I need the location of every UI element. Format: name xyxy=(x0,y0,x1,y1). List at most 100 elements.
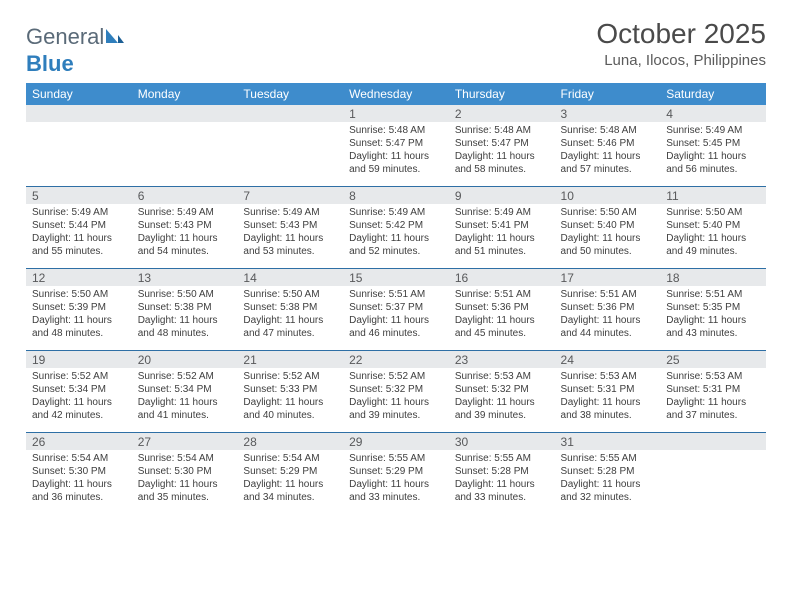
calendar-week: 12Sunrise: 5:50 AMSunset: 5:39 PMDayligh… xyxy=(26,269,766,351)
day-line: Sunset: 5:40 PM xyxy=(666,220,740,231)
day-content: Sunrise: 5:49 AM Sunset: 5:43 PM Daylight:… xyxy=(237,204,343,268)
day-line: Daylight: 11 hours and 56 minutes. xyxy=(666,151,746,175)
day-line: Sunrise: 5:54 AM xyxy=(243,453,319,464)
day-number: 6 xyxy=(132,187,238,204)
day-content: Sunrise: 5:52 AMSunset: 5:32 PMDaylight:… xyxy=(343,368,449,432)
day-header: Wednesday xyxy=(343,83,449,105)
day-line: Sunset: 5:43 PM xyxy=(243,220,317,231)
day-line: Daylight: 11 hours and 45 minutes. xyxy=(455,315,535,339)
day-number: 16 xyxy=(449,269,555,286)
day-content: Sunrise: 5:53 AMSunset: 5:31 PMDaylight:… xyxy=(660,368,766,432)
day-line: Sunset: 5:30 PM xyxy=(32,466,106,477)
day-number: 18 xyxy=(660,269,766,286)
day-content xyxy=(660,450,766,514)
calendar-body: 1Sunrise: 5:48 AMSunset: 5:47 PMDaylight… xyxy=(26,105,766,514)
day-line: Daylight: 11 hours and 55 minutes. xyxy=(32,233,112,257)
calendar-cell: 5Sunrise: 5:49 AMSunset: 5:44 PMDaylight… xyxy=(26,187,132,269)
calendar-table: SundayMondayTuesdayWednesdayThursdayFrid… xyxy=(26,83,766,514)
day-number: 17 xyxy=(555,269,661,286)
day-line: Sunset: 5:32 PM xyxy=(349,384,423,395)
calendar-cell xyxy=(660,433,766,515)
day-number xyxy=(660,433,766,450)
day-number: 26 xyxy=(26,433,132,450)
day-line: Sunrise: 5:55 AM xyxy=(561,453,637,464)
calendar-cell: 2Sunrise: 5:48 AMSunset: 5:47 PMDaylight… xyxy=(449,105,555,187)
day-line: Daylight: 11 hours and 37 minutes. xyxy=(666,397,746,421)
day-line: Sunrise: 5:53 AM xyxy=(455,371,531,382)
day-number: 4 xyxy=(660,105,766,122)
location-label: Luna, Ilocos, Philippines xyxy=(596,52,766,69)
day-content: Sunrise: 5:52 AMSunset: 5:34 PMDaylight:… xyxy=(132,368,238,432)
calendar-week: 26 Sunrise: 5:54 AM Sunset: 5:30 PM Dayligh… xyxy=(26,433,766,515)
calendar-head: SundayMondayTuesdayWednesdayThursdayFrid… xyxy=(26,83,766,105)
day-content xyxy=(132,122,238,186)
day-line: Sunset: 5:30 PM xyxy=(138,466,212,477)
day-line: Sunrise: 5:51 AM xyxy=(561,289,637,300)
day-line: Sunrise: 5:48 AM xyxy=(455,125,531,136)
day-line: Sunrise: 5:52 AM xyxy=(32,371,108,382)
day-line: Daylight: 11 hours and 40 minutes. xyxy=(243,397,323,421)
day-number: 13 xyxy=(132,269,238,286)
day-header: Monday xyxy=(132,83,238,105)
day-line: Sunset: 5:37 PM xyxy=(349,302,423,313)
day-line: Daylight: 11 hours and 59 minutes. xyxy=(349,151,429,175)
calendar-cell: 9Sunrise: 5:49 AMSunset: 5:41 PMDaylight… xyxy=(449,187,555,269)
day-line: Daylight: 11 hours and 50 minutes. xyxy=(561,233,641,257)
calendar-cell: 7 Sunrise: 5:49 AM Sunset: 5:43 PM Daylight… xyxy=(237,187,343,269)
day-header: Sunday xyxy=(26,83,132,105)
day-line: Sunset: 5:35 PM xyxy=(666,302,740,313)
day-line: Sunrise: 5:54 AM xyxy=(32,453,108,464)
calendar-cell xyxy=(132,105,238,187)
day-line: Sunset: 5:43 PM xyxy=(138,220,212,231)
calendar-cell: 3Sunrise: 5:48 AMSunset: 5:46 PMDaylight… xyxy=(555,105,661,187)
calendar-cell: 28Sunrise: 5:54 AMSunset: 5:29 PMDayligh… xyxy=(237,433,343,515)
header: GeneralBlue October 2025 Luna, Ilocos, P… xyxy=(26,18,766,77)
day-content xyxy=(26,122,132,186)
day-number: 29 xyxy=(343,433,449,450)
calendar-cell: 13Sunrise: 5:50 AMSunset: 5:38 PMDayligh… xyxy=(132,269,238,351)
day-content: Sunrise: 5:49 AMSunset: 5:45 PMDaylight:… xyxy=(660,122,766,186)
day-line: Daylight: 11 hours and 48 minutes. xyxy=(32,315,112,339)
day-line: Sunset: 5:31 PM xyxy=(666,384,740,395)
day-line: Sunrise: 5:55 AM xyxy=(349,453,425,464)
sail-icon xyxy=(104,25,126,51)
day-number: 31 xyxy=(555,433,661,450)
day-content: Sunrise: 5:48 AMSunset: 5:46 PMDaylight:… xyxy=(555,122,661,186)
day-number: 28 xyxy=(237,433,343,450)
day-line: Sunrise: 5:48 AM xyxy=(561,125,637,136)
day-number xyxy=(132,105,238,122)
calendar-cell: 25Sunrise: 5:53 AMSunset: 5:31 PMDayligh… xyxy=(660,351,766,433)
day-line: Sunrise: 5:50 AM xyxy=(32,289,108,300)
day-number: 5 xyxy=(26,187,132,204)
day-line: Sunset: 5:36 PM xyxy=(561,302,635,313)
day-line: Daylight: 11 hours and 53 minutes. xyxy=(243,233,323,257)
calendar-cell: 11Sunrise: 5:50 AMSunset: 5:40 PMDayligh… xyxy=(660,187,766,269)
day-line: Sunrise: 5:49 AM xyxy=(243,207,319,218)
day-number: 22 xyxy=(343,351,449,368)
day-number: 7 xyxy=(237,187,343,204)
day-content: Sunrise: 5:51 AMSunset: 5:37 PMDaylight:… xyxy=(343,286,449,350)
calendar-cell: 27Sunrise: 5:54 AMSunset: 5:30 PMDayligh… xyxy=(132,433,238,515)
calendar-cell: 23Sunrise: 5:53 AMSunset: 5:32 PMDayligh… xyxy=(449,351,555,433)
calendar-cell: 24Sunrise: 5:53 AMSunset: 5:31 PMDayligh… xyxy=(555,351,661,433)
day-line: Sunrise: 5:51 AM xyxy=(455,289,531,300)
day-line: Daylight: 11 hours and 58 minutes. xyxy=(455,151,535,175)
calendar-cell: 30Sunrise: 5:55 AMSunset: 5:28 PMDayligh… xyxy=(449,433,555,515)
day-line: Sunset: 5:29 PM xyxy=(349,466,423,477)
day-number: 21 xyxy=(237,351,343,368)
day-line: Daylight: 11 hours and 47 minutes. xyxy=(243,315,323,339)
day-line: Sunrise: 5:54 AM xyxy=(138,453,214,464)
calendar-cell: 26 Sunrise: 5:54 AM Sunset: 5:30 PM Dayligh… xyxy=(26,433,132,515)
calendar-cell: 15Sunrise: 5:51 AMSunset: 5:37 PMDayligh… xyxy=(343,269,449,351)
day-content: Sunrise: 5:50 AMSunset: 5:38 PMDaylight:… xyxy=(132,286,238,350)
day-line: Sunset: 5:36 PM xyxy=(455,302,529,313)
day-content: Sunrise: 5:52 AMSunset: 5:33 PMDaylight:… xyxy=(237,368,343,432)
day-number: 23 xyxy=(449,351,555,368)
day-number xyxy=(26,105,132,122)
calendar-cell: 10Sunrise: 5:50 AMSunset: 5:40 PMDayligh… xyxy=(555,187,661,269)
day-line: Daylight: 11 hours and 36 minutes. xyxy=(32,479,112,503)
day-number: 12 xyxy=(26,269,132,286)
logo-text: GeneralBlue xyxy=(26,24,126,77)
day-content: Sunrise: 5:48 AMSunset: 5:47 PMDaylight:… xyxy=(449,122,555,186)
calendar-cell: 22Sunrise: 5:52 AMSunset: 5:32 PMDayligh… xyxy=(343,351,449,433)
